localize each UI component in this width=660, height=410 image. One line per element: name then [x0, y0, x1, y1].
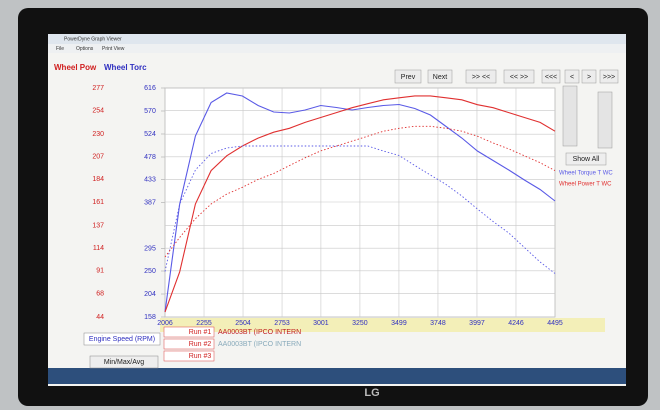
show-all-button[interactable]: [565, 152, 607, 166]
nav-button-label: Prev: [401, 74, 416, 81]
y2-tick-label: 250: [144, 268, 156, 275]
run-label-box: [163, 326, 215, 338]
run-value: AA0003BT (IPCO INTERN: [218, 329, 301, 336]
nav-button-label: >>>: [603, 74, 615, 81]
nav-button[interactable]: [394, 69, 422, 84]
run-label: Run #3: [189, 353, 212, 360]
min-max-label: Min/Max/Avg: [104, 359, 144, 366]
title-bar: [48, 34, 626, 44]
side-buttons[interactable]: [562, 85, 578, 147]
x-label-box: [83, 332, 161, 346]
y-tick-label: 207: [92, 154, 104, 161]
nav-button-label: >: [587, 74, 591, 81]
y2-axis-title: Wheel Torc: [104, 63, 147, 72]
run-value: AA0003BT (IPCO INTERN: [218, 341, 301, 348]
series-line: [164, 125, 556, 258]
y-axis-title: Wheel Pow: [54, 63, 97, 72]
y-tick-label: 114: [93, 245, 104, 252]
y2-tick-label: 570: [144, 108, 156, 115]
brand-logo: LG: [364, 387, 379, 399]
y-tick-label: 68: [96, 290, 104, 297]
nav-button-label: Next: [433, 74, 447, 81]
y-tick-label: 137: [92, 222, 104, 229]
y2-tick-label: 204: [144, 291, 156, 298]
run-label: Run #2: [189, 341, 212, 348]
y2-tick-label: 158: [144, 314, 156, 321]
y2-tick-label: 524: [144, 131, 156, 138]
run-label-box: [163, 338, 215, 350]
x-tick-label: 2006: [157, 320, 173, 327]
x-tick-label: 2504: [235, 320, 251, 327]
menu-item[interactable]: Options: [76, 46, 94, 52]
nav-button-label: <<<: [545, 74, 557, 81]
x-tick-label: 3499: [391, 320, 407, 327]
menu-item[interactable]: File: [56, 46, 64, 52]
legend-entry: Wheel Power T WC: [559, 182, 612, 188]
nav-button-label: << >>: [510, 74, 528, 81]
show-all-label: Show All: [573, 156, 600, 163]
y2-tick-label: 295: [144, 245, 156, 252]
run-label: Run #1: [189, 329, 212, 336]
y-tick-label: 230: [92, 131, 104, 138]
x-tick-label: 4246: [508, 320, 524, 327]
taskbar: [48, 368, 626, 384]
x-tick-label: 2255: [196, 320, 212, 327]
x-axis-title: Engine Speed (RPM): [89, 336, 155, 343]
nav-button[interactable]: [465, 69, 497, 84]
menu-bar: [48, 44, 626, 53]
y2-tick-label: 387: [144, 199, 156, 206]
side-buttons[interactable]: [597, 91, 613, 149]
x-tick-label: 2753: [274, 320, 290, 327]
nav-button[interactable]: [581, 69, 597, 84]
y-tick-label: 254: [92, 107, 104, 114]
nav-button-label: >> <<: [472, 74, 490, 81]
run-label-box: [163, 350, 215, 362]
nav-button[interactable]: [427, 69, 453, 84]
y-tick-label: 161: [92, 199, 104, 206]
min-max-button[interactable]: [89, 355, 159, 369]
x-axis-band: [160, 318, 605, 332]
y-tick-label: 44: [96, 314, 104, 321]
window-title: PowerDyne Graph Viewer: [64, 36, 122, 42]
x-tick-label: 3250: [352, 320, 368, 327]
x-tick-label: 3001: [313, 320, 329, 327]
nav-button-label: <: [570, 74, 574, 81]
x-tick-label: 3748: [430, 320, 446, 327]
y2-tick-label: 478: [144, 154, 156, 161]
x-tick-label: 3997: [469, 320, 485, 327]
y2-tick-label: 433: [144, 176, 156, 183]
y-tick-label: 184: [92, 176, 104, 183]
y-tick-label: 277: [92, 85, 104, 92]
y-tick-label: 91: [96, 268, 104, 275]
y2-tick-label: 616: [144, 85, 156, 92]
series-line: [164, 92, 556, 313]
series-line: [164, 95, 556, 313]
menu-item[interactable]: Print View: [102, 46, 125, 52]
nav-button[interactable]: [541, 69, 561, 84]
nav-button[interactable]: [564, 69, 580, 84]
nav-button[interactable]: [599, 69, 619, 84]
x-tick-label: 4495: [547, 320, 563, 327]
legend-entry: Wheel Torque T WC: [559, 171, 613, 177]
series-line: [164, 145, 556, 274]
nav-button[interactable]: [503, 69, 535, 84]
